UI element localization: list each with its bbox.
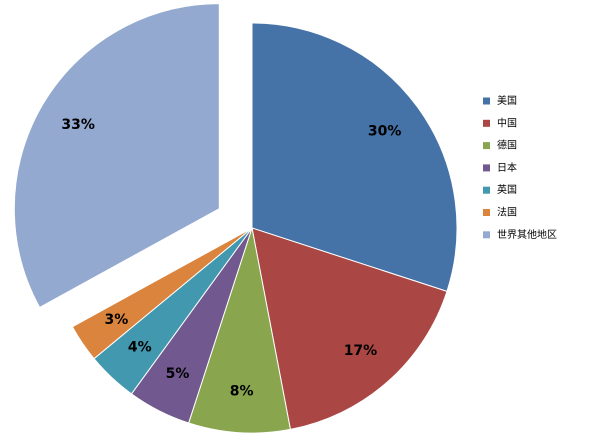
pie-slice — [13, 3, 220, 309]
legend-label: 世界其他地区 — [497, 228, 557, 241]
legend-label: 法国 — [497, 206, 517, 219]
legend-marker — [483, 119, 490, 127]
value-label: 17% — [344, 343, 378, 359]
legend-label: 美国 — [497, 94, 517, 107]
legend-marker — [483, 97, 490, 105]
legend-marker — [483, 142, 490, 150]
legend-marker — [483, 186, 490, 194]
legend-label: 英国 — [497, 183, 517, 196]
pie-slice — [71, 227, 253, 360]
legend-marker — [483, 231, 490, 239]
legend-label: 德国 — [497, 139, 517, 152]
value-label: 8% — [230, 384, 254, 400]
pie-slice — [251, 227, 448, 430]
legend-marker — [483, 209, 490, 216]
pie-slice — [251, 22, 458, 292]
legend-label: 日本 — [497, 161, 517, 174]
legend-label: 中国 — [497, 116, 517, 129]
value-label: 30% — [368, 124, 402, 140]
legend-marker — [483, 164, 490, 172]
value-label: 33% — [61, 117, 95, 133]
value-label: 5% — [166, 366, 190, 382]
value-label: 3% — [104, 312, 128, 328]
pie-slice — [188, 227, 291, 434]
value-label: 4% — [128, 340, 152, 356]
